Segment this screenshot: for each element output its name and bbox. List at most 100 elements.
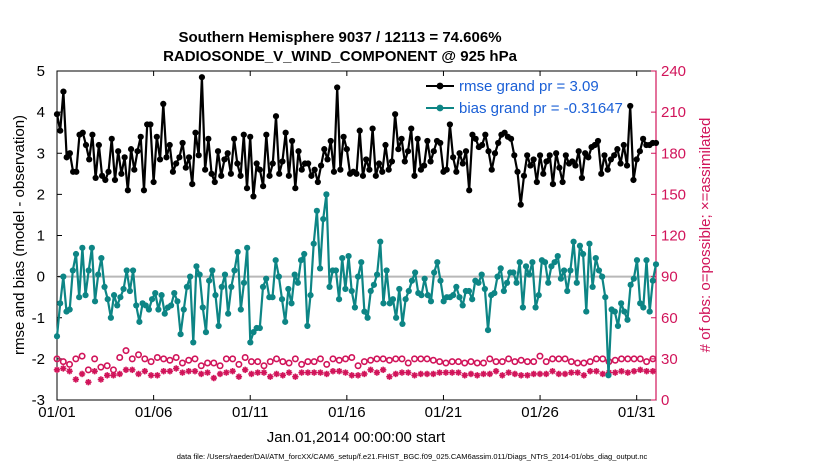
obs-possible-point <box>580 359 588 367</box>
bias-point <box>335 296 343 303</box>
rmse-point <box>327 137 334 145</box>
bias-point <box>247 339 254 346</box>
obs-assimilated-point <box>574 369 581 376</box>
rmse-point <box>231 135 238 142</box>
bias-point <box>85 267 92 274</box>
bias-point <box>630 275 637 282</box>
y-right-tick-label: 240 <box>661 63 686 80</box>
obs-possible-point <box>549 355 557 363</box>
rmse-point <box>131 166 138 173</box>
bias-point <box>358 259 365 266</box>
bias-point <box>348 287 355 295</box>
rmse-point <box>92 174 99 182</box>
bias-point <box>424 292 431 299</box>
rmse-point <box>311 166 318 173</box>
bias-point <box>564 287 571 295</box>
obs-possible-point <box>492 358 500 366</box>
rmse-point <box>517 201 524 208</box>
rmse-point <box>485 148 492 155</box>
rmse-point <box>89 131 96 138</box>
rmse-point <box>388 158 396 165</box>
obs-possible-point <box>53 355 61 363</box>
rmse-point <box>601 152 608 159</box>
bias-point <box>104 296 111 303</box>
obs-possible-point <box>128 355 136 363</box>
obs-assimilated-point <box>85 378 92 386</box>
obs-assimilated-point <box>612 369 619 376</box>
rmse-point <box>414 135 421 142</box>
rmse-point <box>285 172 292 179</box>
bias-point <box>643 257 650 264</box>
rmse-point <box>272 113 280 120</box>
bias-point <box>282 318 289 325</box>
obs-assimilated-point <box>361 370 368 378</box>
obs-assimilated-point <box>166 368 174 375</box>
y-left-tick-label: 1 <box>37 228 45 245</box>
bias-point <box>399 320 406 328</box>
obs-assimilated-point <box>122 366 130 374</box>
bias-point <box>202 329 210 336</box>
obs-possible-point <box>59 358 67 366</box>
x-tick-label: 01/06 <box>135 404 173 421</box>
bias-point <box>313 207 320 214</box>
rmse-point <box>585 154 592 161</box>
bias-point <box>570 238 577 245</box>
rmse-point <box>446 121 453 128</box>
bias-point <box>402 296 409 303</box>
obs-possible-point <box>135 351 143 359</box>
rmse-point <box>450 154 457 161</box>
obs-possible-point <box>66 360 74 368</box>
obs-assimilated-point <box>436 369 443 376</box>
rmse-point <box>421 162 428 169</box>
obs-assimilated-point <box>373 369 381 376</box>
bias-point <box>190 339 197 346</box>
y-left-tick-label: 4 <box>37 104 45 121</box>
bias-point <box>76 294 83 301</box>
y-right-tick-label: 90 <box>661 269 678 286</box>
bias-point <box>215 322 222 330</box>
rmse-point <box>330 168 338 175</box>
rmse-point <box>556 164 563 171</box>
obs-possible-point <box>185 356 193 364</box>
obs-assimilated-point <box>216 370 224 378</box>
bias-point <box>79 244 86 251</box>
rmse-point <box>594 137 602 145</box>
obs-possible-point <box>429 356 437 364</box>
bias-point <box>231 267 238 274</box>
obs-possible-point <box>260 362 268 370</box>
bias-point <box>107 314 114 321</box>
obs-possible-point <box>643 358 651 366</box>
chart-title-line-1: Southern Hemisphere 9037 / 12113 = 74.60… <box>178 29 501 46</box>
obs-assimilated-point <box>267 373 274 380</box>
obs-assimilated-point <box>386 373 393 380</box>
bias-point <box>199 304 206 311</box>
rmse-point <box>221 156 228 163</box>
obs-possible-point <box>310 358 318 366</box>
obs-possible-point <box>454 358 462 366</box>
obs-possible-point <box>599 355 607 363</box>
obs-possible-point <box>392 355 400 363</box>
bias-point <box>361 308 368 315</box>
legend-rmse-marker <box>436 82 444 90</box>
rmse-point <box>540 170 547 177</box>
bias-point <box>57 300 64 307</box>
rmse-point <box>408 125 415 132</box>
rmse-point <box>627 102 634 110</box>
bias-point <box>652 261 660 268</box>
obs-possible-point <box>436 358 444 366</box>
obs-possible-point <box>160 355 168 363</box>
bias-point <box>323 191 330 198</box>
bias-point <box>158 292 165 299</box>
rmse-point <box>398 135 405 142</box>
rmse-point <box>530 156 537 163</box>
rmse-point <box>121 154 128 161</box>
rmse-point <box>282 129 289 136</box>
rmse-point <box>173 160 180 167</box>
bias-point <box>510 269 517 276</box>
bias-point <box>288 300 295 307</box>
bias-point <box>354 273 362 280</box>
bias-point <box>469 296 476 303</box>
rmse-point <box>156 156 164 163</box>
obs-possible-point <box>423 355 431 363</box>
obs-possible-point <box>141 355 149 363</box>
